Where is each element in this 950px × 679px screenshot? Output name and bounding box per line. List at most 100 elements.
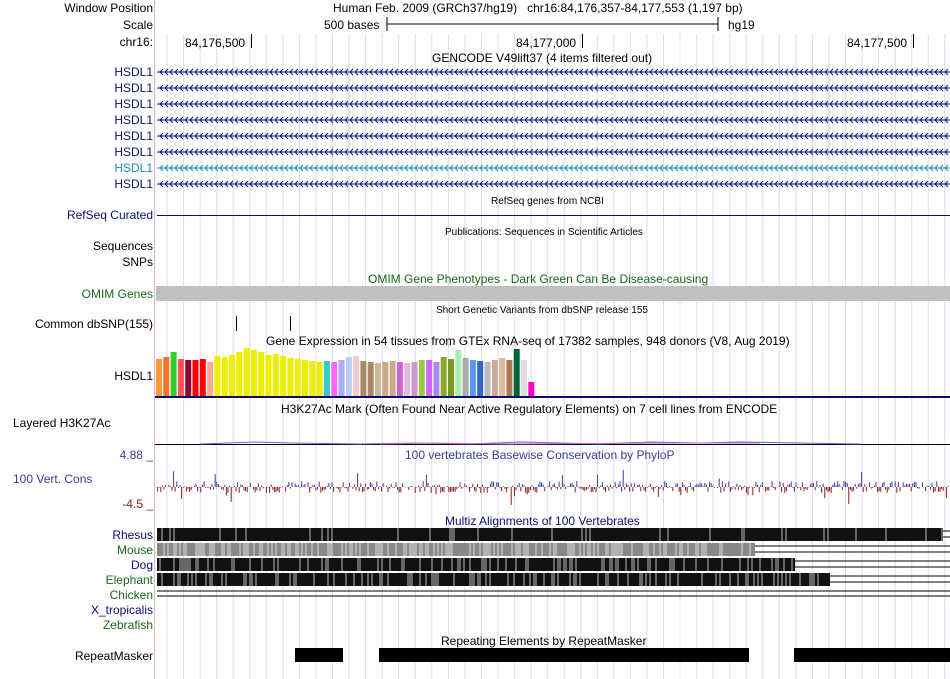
db-label: hg19 [728, 18, 755, 32]
gtex-tissue-bar [250, 350, 257, 396]
multiz-species-label[interactable]: Chicken [109, 588, 153, 602]
multiz-species-label[interactable]: Mouse [116, 543, 153, 557]
gtex-tissue-bar [185, 360, 192, 396]
gtex-tissue-bar [287, 358, 294, 396]
gtex-tissue-bar [294, 359, 301, 396]
omim-track-label[interactable]: OMIM Genes [81, 287, 153, 301]
multiz-track-title: Multiz Alignments of 100 Vertebrates [445, 514, 640, 528]
gtex-tissue-bar [484, 362, 491, 396]
assembly-title: Human Feb. 2009 (GRCh37/hg19) chr16:84,1… [333, 1, 743, 15]
gtex-tissue-bar [433, 362, 440, 396]
alignment-block [157, 528, 943, 541]
repeatmasker-track-label[interactable]: RepeatMasker [74, 649, 153, 663]
window-position-label: Window Position [64, 1, 153, 15]
publications-track-label[interactable]: Sequences [92, 239, 153, 253]
gtex-tissue-bar [404, 363, 411, 396]
h3k27ac-track-title: H3K27Ac Mark (Often Found Near Active Re… [281, 402, 778, 416]
alignment-gaps [161, 528, 943, 541]
gtex-tissue-bar [506, 360, 513, 396]
gtex-track-title: Gene Expression in 54 tissues from GTEx … [266, 334, 790, 348]
cons-min-label: -4.5 _ [122, 497, 153, 511]
gtex-tissue-bar [345, 357, 352, 396]
alignment-gaps [163, 543, 751, 556]
gtex-tissue-bar [229, 355, 235, 396]
snps-track-label[interactable]: SNPs [122, 255, 153, 269]
conservation-wiggle [155, 469, 949, 505]
multiz-species-label[interactable]: Rhesus [112, 528, 153, 542]
gtex-track-label[interactable]: HSDL1 [114, 369, 153, 383]
repeat-element [794, 648, 950, 662]
cons-track-label[interactable]: 100 Vert. Cons [13, 472, 93, 486]
gtex-tissue-bar [280, 356, 287, 396]
gtex-tissue-bar [199, 359, 206, 396]
ruler-tick-label: 84,177,500 [847, 36, 908, 50]
omim-gene-bar [156, 286, 950, 301]
gtex-tissue-bar [170, 352, 177, 396]
gencode-item-label[interactable]: HSDL1 [114, 161, 153, 175]
cons-negative [155, 487, 947, 505]
multiz-alignment-blocks [157, 528, 950, 597]
gtex-tissue-bar [528, 382, 535, 396]
gtex-tissue-bar [440, 357, 447, 396]
gencode-transcripts [157, 68, 950, 188]
multiz-species-label[interactable]: Elephant [105, 573, 153, 587]
gtex-tissue-bar [396, 362, 403, 396]
dbsnp-track-label[interactable]: Common dbSNP(155) [34, 317, 153, 331]
refseq-track-label[interactable]: RefSeq Curated [66, 208, 153, 222]
scale-bar-text: 500 bases [324, 18, 380, 32]
cons-max-label: 4.88 _ [119, 448, 153, 462]
gtex-tissue-bar [316, 362, 323, 396]
gtex-bar-chart [156, 348, 535, 396]
gencode-item-label[interactable]: HSDL1 [114, 97, 153, 111]
gtex-tissue-bar [367, 362, 374, 396]
refseq-track-title: RefSeq genes from NCBI [491, 196, 604, 207]
gtex-tissue-bar [192, 360, 199, 396]
strand-arrows [159, 116, 949, 124]
gtex-tissue-bar [382, 362, 389, 396]
gtex-tissue-bar [462, 358, 469, 396]
gtex-tissue-bar [353, 356, 360, 396]
gencode-item-label[interactable]: HSDL1 [114, 113, 153, 127]
repeatmasker-track-title: Repeating Elements by RepeatMasker [441, 634, 647, 648]
gencode-item-label[interactable]: HSDL1 [114, 129, 153, 143]
strand-arrows [159, 132, 949, 140]
gtex-tissue-bar [272, 354, 279, 396]
gtex-tissue-bar [521, 360, 527, 396]
strand-arrows [159, 68, 949, 76]
ruler [251, 34, 914, 48]
dbsnp-track-title: Short Genetic Variants from dbSNP releas… [436, 305, 648, 316]
gencode-item-label[interactable]: HSDL1 [114, 177, 153, 191]
gtex-tissue-bar [338, 360, 345, 396]
strand-arrows [159, 148, 949, 156]
h3k27ac-signal [155, 441, 950, 445]
h3k27ac-track-label[interactable]: Layered H3K27Ac [13, 416, 111, 430]
gtex-tissue-bar [331, 362, 338, 396]
vertical-grid-lines [166, 34, 946, 679]
repeat-element [379, 648, 749, 662]
strand-arrows [159, 84, 949, 92]
scale-bar [386, 17, 719, 31]
gtex-tissue-bar [499, 358, 506, 396]
alignment-gaps [159, 558, 793, 571]
gtex-tissue-bar [236, 352, 243, 396]
gtex-tissue-bar [309, 361, 316, 396]
gtex-tissue-bar [411, 362, 418, 396]
omim-track-title: OMIM Gene Phenotypes - Dark Green Can Be… [368, 272, 709, 286]
repeat-element [295, 648, 343, 662]
multiz-species-label[interactable]: X_tropicalis [90, 603, 153, 617]
gtex-tissue-bar [469, 360, 476, 396]
gtex-tissue-bar [477, 361, 484, 396]
multiz-species-label[interactable]: Zebrafish [102, 618, 153, 632]
gencode-item-label[interactable]: HSDL1 [114, 81, 153, 95]
cons-track-title: 100 vertebrates Basewise Conservation by… [405, 448, 675, 462]
gtex-tissue-bar [163, 357, 170, 396]
gtex-tissue-bar [177, 359, 184, 396]
strand-arrows [159, 164, 949, 172]
gencode-item-label[interactable]: HSDL1 [114, 145, 153, 159]
gtex-tissue-bar [418, 360, 425, 396]
gencode-item-label[interactable]: HSDL1 [114, 65, 153, 79]
multiz-species-label[interactable]: Dog [130, 558, 153, 572]
ruler-tick-label: 84,176,500 [185, 36, 246, 50]
